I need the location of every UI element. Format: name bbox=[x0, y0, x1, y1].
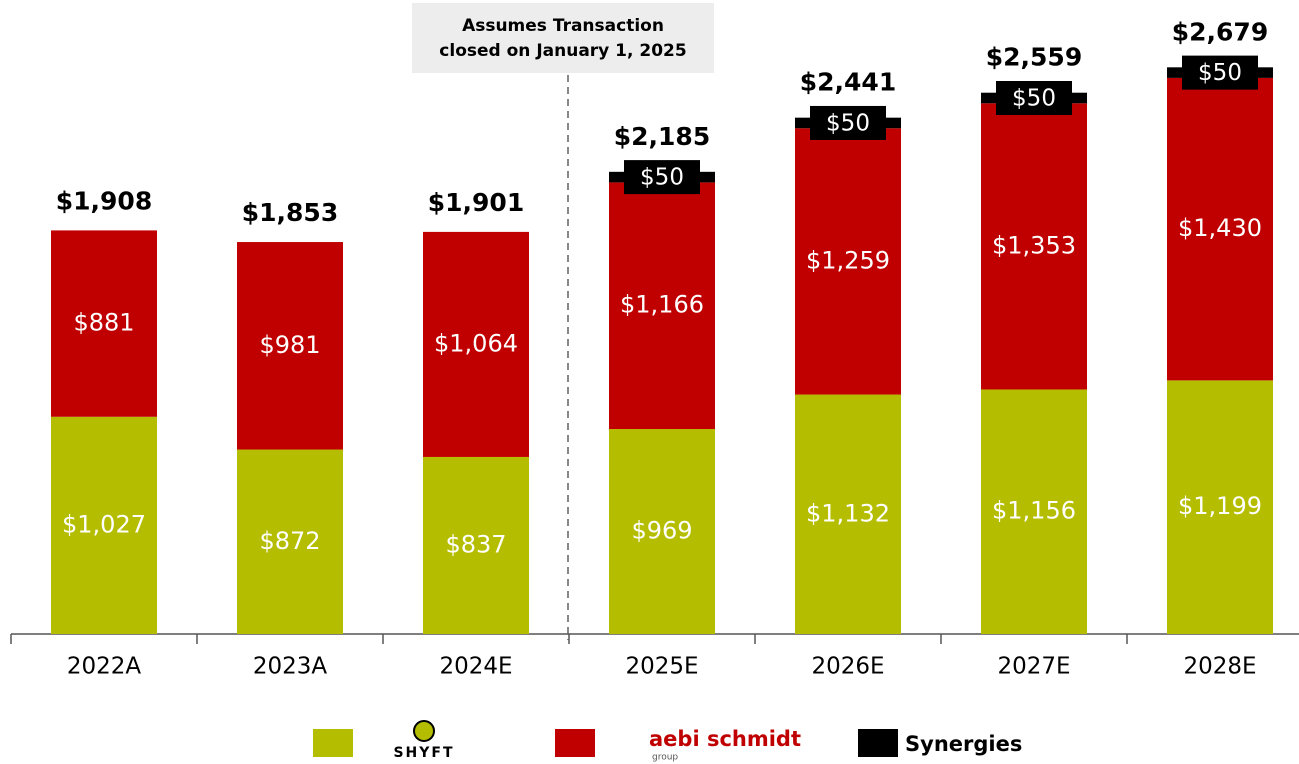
value-label: $50 bbox=[1198, 60, 1242, 86]
value-label: $1,430 bbox=[1178, 214, 1262, 242]
x-tick-label: 2023A bbox=[253, 654, 328, 680]
x-tick-label: 2027E bbox=[997, 654, 1070, 680]
total-label: $1,901 bbox=[428, 188, 524, 217]
total-label: $2,559 bbox=[986, 43, 1082, 72]
value-label-box bbox=[624, 160, 700, 195]
value-label: $50 bbox=[1012, 85, 1056, 111]
bar-segment bbox=[795, 128, 901, 395]
bar-segment bbox=[423, 231, 529, 457]
total-label: $1,908 bbox=[56, 186, 152, 215]
legend-logo bbox=[413, 720, 435, 742]
value-label: $1,156 bbox=[992, 497, 1076, 525]
legend-label: aebi schmidt bbox=[649, 727, 801, 751]
x-tick-label: 2028E bbox=[1183, 654, 1256, 680]
value-label-box bbox=[1182, 55, 1258, 90]
value-label: $1,259 bbox=[806, 246, 890, 274]
bar-segment bbox=[1167, 380, 1273, 634]
value-label: $881 bbox=[73, 309, 134, 337]
legend-subtext: group bbox=[652, 753, 678, 763]
bar-segment bbox=[981, 103, 1087, 390]
legend-label: SHYFT bbox=[393, 745, 454, 761]
total-label: $2,679 bbox=[1172, 17, 1268, 46]
bar-segment bbox=[981, 389, 1087, 634]
bar-segment bbox=[609, 182, 715, 430]
bar-segment bbox=[51, 416, 157, 634]
total-label: $1,853 bbox=[242, 198, 338, 227]
legend-swatch bbox=[555, 729, 595, 757]
annotation: closed on January 1, 2025 bbox=[439, 41, 686, 61]
value-label: $1,353 bbox=[992, 231, 1076, 259]
bar-segment bbox=[1167, 77, 1273, 381]
x-tick-label: 2025E bbox=[625, 654, 698, 680]
bar-segment bbox=[795, 394, 901, 634]
bar-segment bbox=[237, 242, 343, 450]
x-tick-label: 2022A bbox=[67, 654, 142, 680]
annotation-box bbox=[412, 3, 714, 73]
legend-label: Synergies bbox=[905, 732, 1022, 756]
x-tick-label: 2024E bbox=[439, 654, 512, 680]
value-label: $981 bbox=[259, 331, 320, 359]
value-label: $1,132 bbox=[806, 499, 890, 527]
value-label: $969 bbox=[631, 517, 692, 545]
annotation: Assumes Transaction bbox=[462, 16, 664, 36]
value-label: $872 bbox=[259, 527, 320, 555]
x-tick-label: 2026E bbox=[811, 654, 884, 680]
value-label: $1,064 bbox=[434, 329, 518, 357]
value-label-box bbox=[996, 80, 1072, 115]
total-label: $2,185 bbox=[614, 122, 710, 151]
value-label: $837 bbox=[445, 530, 506, 558]
total-label: $2,441 bbox=[800, 68, 896, 97]
bar-segment bbox=[51, 230, 157, 417]
value-label: $50 bbox=[640, 165, 684, 191]
bar-segment bbox=[237, 449, 343, 634]
legend-swatch bbox=[858, 729, 898, 757]
value-label: $1,166 bbox=[620, 291, 704, 319]
value-label: $50 bbox=[826, 110, 870, 136]
bar-segment bbox=[609, 429, 715, 634]
legend-swatch bbox=[313, 729, 353, 757]
value-label: $1,027 bbox=[62, 510, 146, 538]
value-label-box bbox=[810, 105, 886, 140]
value-label: $1,199 bbox=[1178, 492, 1262, 520]
bar-segment bbox=[423, 456, 529, 634]
